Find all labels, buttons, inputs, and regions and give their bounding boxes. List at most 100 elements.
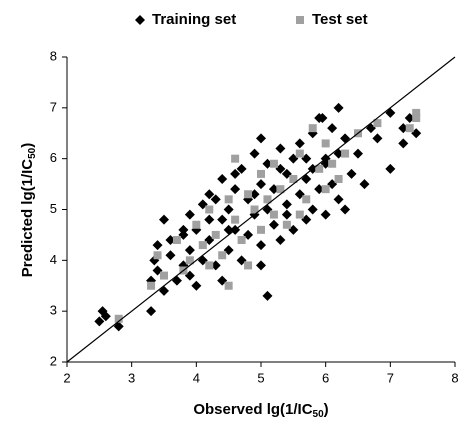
point — [237, 236, 246, 244]
point — [231, 215, 240, 224]
y-tick-label: 7 — [50, 99, 57, 114]
point — [192, 220, 201, 229]
point — [340, 133, 351, 144]
point — [334, 175, 343, 183]
point — [159, 285, 169, 296]
point — [295, 149, 304, 158]
point — [223, 224, 234, 235]
point — [321, 185, 330, 194]
point — [295, 210, 304, 219]
x-tick-label: 8 — [451, 370, 458, 385]
point — [210, 194, 221, 205]
point — [317, 113, 328, 123]
x-tick-label: 2 — [63, 370, 70, 385]
y-tick-label: 3 — [50, 303, 57, 318]
x-tick-label: 6 — [322, 370, 329, 385]
point — [262, 290, 273, 301]
point — [405, 124, 414, 133]
point — [171, 275, 182, 286]
point — [353, 148, 363, 159]
point — [244, 261, 253, 270]
point — [276, 185, 285, 194]
x-label-sub: 50 — [313, 409, 325, 420]
point — [249, 148, 260, 159]
point — [372, 133, 383, 144]
point — [365, 123, 376, 134]
x-label-end: ) — [324, 401, 329, 418]
legend-marker — [296, 16, 304, 24]
point — [230, 184, 241, 195]
y-tick-label: 8 — [50, 48, 57, 63]
point — [307, 204, 318, 215]
point — [160, 271, 168, 280]
y-tick-label: 5 — [50, 201, 57, 216]
point — [211, 230, 220, 239]
point — [333, 194, 344, 205]
point — [412, 108, 421, 117]
point — [385, 163, 396, 174]
point — [328, 159, 337, 168]
point — [184, 209, 195, 220]
point — [257, 225, 265, 234]
point — [224, 281, 233, 290]
point — [263, 195, 272, 204]
point — [236, 163, 247, 174]
point — [172, 236, 181, 244]
point — [204, 189, 215, 200]
point — [178, 224, 189, 235]
point — [94, 316, 105, 327]
x-tick-label: 3 — [128, 370, 135, 385]
point — [269, 159, 278, 168]
point — [341, 149, 350, 158]
point — [340, 204, 351, 215]
point — [385, 107, 396, 118]
point — [359, 179, 370, 190]
point — [281, 199, 292, 210]
point — [113, 321, 124, 332]
point — [153, 251, 162, 260]
point — [159, 214, 169, 225]
point — [198, 241, 207, 250]
point — [282, 220, 291, 229]
point — [231, 154, 240, 163]
x-tick-label: 4 — [193, 370, 200, 385]
point — [100, 311, 111, 322]
point — [256, 260, 266, 271]
point — [302, 195, 311, 204]
legend-marker — [135, 15, 145, 25]
y-label-main: Predicted lg(1/IC — [19, 159, 36, 278]
point — [205, 205, 214, 214]
point — [301, 174, 312, 184]
point — [294, 138, 305, 149]
point — [230, 168, 241, 179]
y-label-end: ) — [19, 143, 36, 148]
x-tick-label: 7 — [387, 370, 394, 385]
point — [256, 133, 266, 144]
point — [217, 214, 228, 225]
point — [268, 219, 279, 230]
identity-line — [66, 56, 456, 363]
y-tick-label: 6 — [50, 150, 57, 165]
point — [412, 114, 421, 122]
point — [146, 306, 157, 317]
y-tick-label: 2 — [50, 353, 57, 368]
y-axis-label: Predicted lg(1/IC50) — [19, 143, 38, 277]
point — [373, 119, 382, 128]
point — [165, 250, 176, 261]
point — [217, 174, 228, 184]
point — [320, 209, 331, 220]
point — [257, 169, 265, 178]
point — [223, 204, 234, 215]
point — [114, 314, 123, 323]
legend-label: Training set — [152, 11, 236, 28]
point — [346, 168, 357, 179]
y-tick-label: 4 — [50, 252, 57, 267]
point — [250, 205, 259, 214]
point — [184, 245, 195, 256]
point — [218, 251, 227, 260]
point — [281, 209, 292, 220]
point — [191, 280, 202, 291]
point — [185, 256, 194, 265]
x-axis-label: Observed lg(1/IC50) — [193, 401, 328, 420]
